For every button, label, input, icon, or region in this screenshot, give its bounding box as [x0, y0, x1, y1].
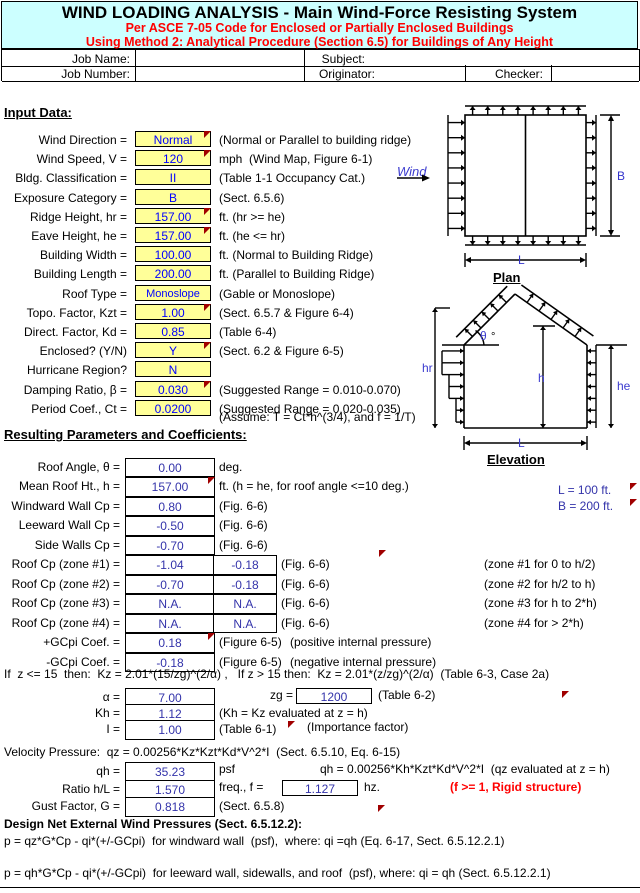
svg-text:he: he	[617, 379, 631, 393]
svg-text:hr: hr	[422, 361, 433, 375]
svg-text:°: °	[491, 331, 495, 343]
svg-text:L: L	[518, 436, 525, 450]
svg-text:θ: θ	[480, 329, 487, 343]
svg-text:h: h	[538, 371, 545, 385]
